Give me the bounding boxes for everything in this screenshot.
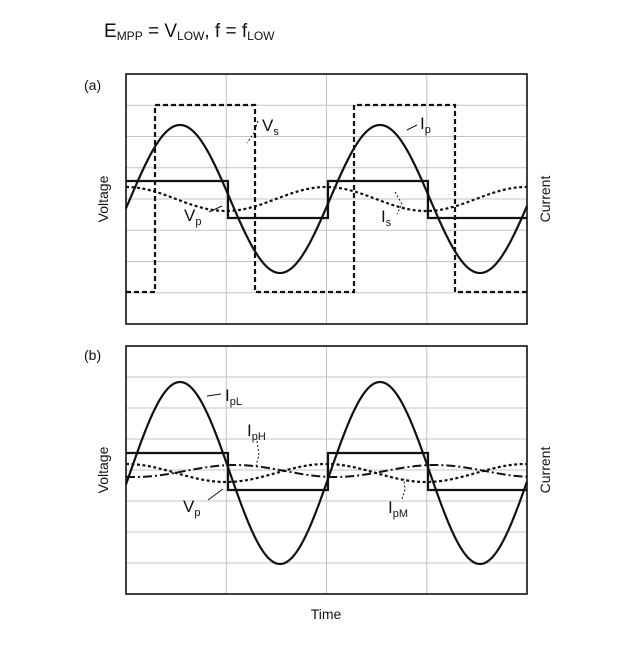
vs-label: Vs: [262, 116, 279, 138]
ip-leader: [407, 125, 417, 130]
ipm-leader: [402, 479, 405, 499]
ipl-label: IpL: [225, 386, 242, 408]
iph-label: IpH: [247, 421, 266, 443]
panel-a-ylabel-right: Current: [537, 176, 553, 223]
ip-label: Ip: [420, 114, 431, 136]
is-leader: [395, 192, 402, 214]
panel-a-grid: [126, 74, 527, 324]
panel-b-ylabel-right: Current: [537, 447, 553, 494]
panel-a-label: (a): [84, 77, 101, 93]
panel-b-label: (b): [84, 347, 101, 363]
x-axis-label: Time: [311, 606, 342, 622]
is-label: Is: [381, 207, 392, 229]
vs-leader: [247, 121, 258, 143]
header-equation: EMPP = VLOW, f = fLOW: [104, 21, 275, 43]
vp-label-a: Vp: [184, 206, 201, 228]
vp-label-b: Vp: [183, 497, 200, 519]
ipl-leader: [207, 394, 221, 396]
vp-leader-b: [208, 489, 223, 500]
panel-a-ylabel-left: Voltage: [95, 175, 111, 222]
panel-b-ylabel-left: Voltage: [95, 446, 111, 493]
iph-leader: [256, 441, 259, 466]
